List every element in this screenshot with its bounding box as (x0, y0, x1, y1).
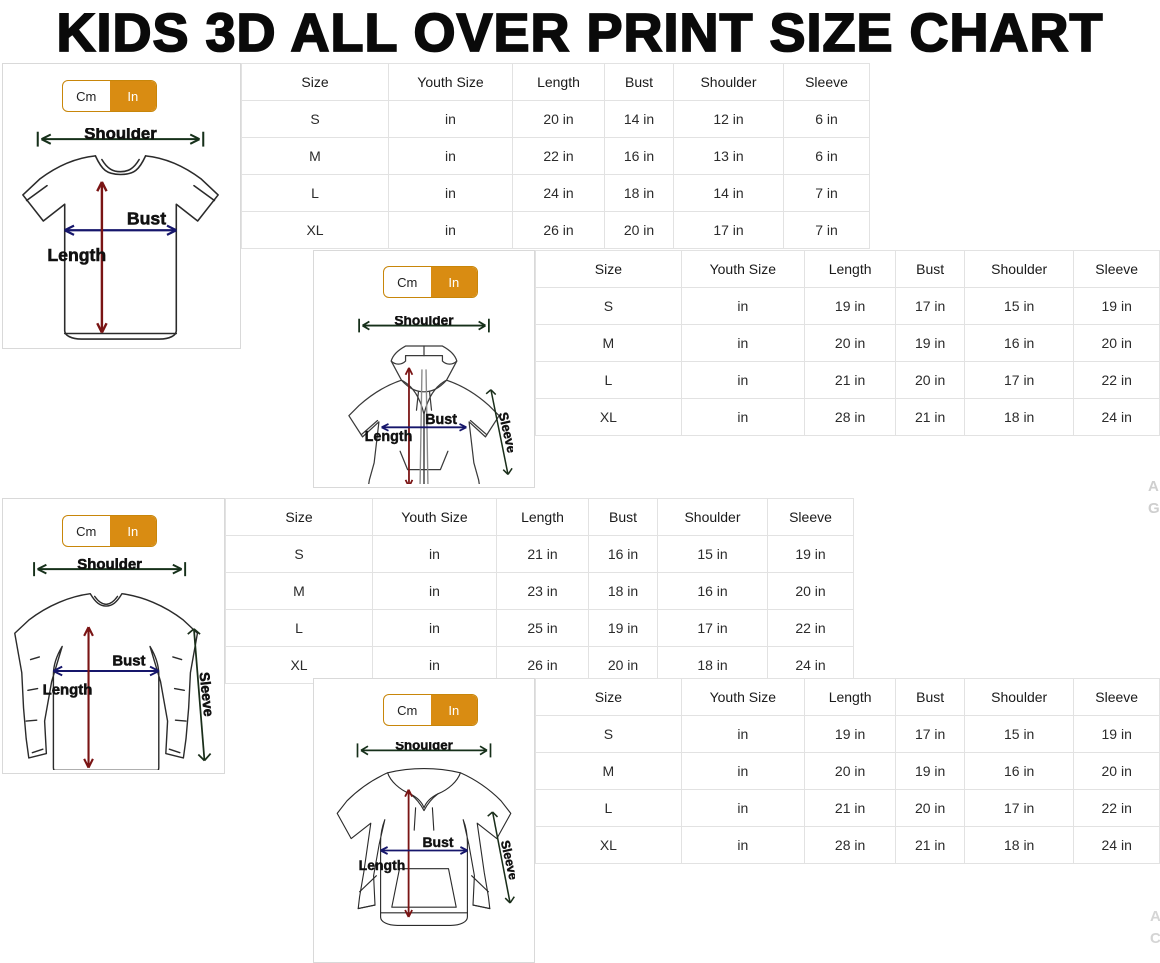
svg-text:Sleeve: Sleeve (197, 671, 215, 717)
svg-text:Length: Length (359, 857, 406, 873)
svg-text:Shoulder: Shoulder (84, 128, 157, 143)
svg-text:Sleeve: Sleeve (498, 839, 515, 881)
svg-text:Bust: Bust (127, 209, 166, 229)
svg-text:Shoulder: Shoulder (77, 558, 142, 573)
svg-text:Length: Length (43, 682, 93, 699)
svg-text:Bust: Bust (425, 412, 457, 428)
svg-text:Length: Length (47, 245, 106, 265)
svg-text:Bust: Bust (422, 834, 453, 850)
svg-text:Shoulder: Shoulder (395, 742, 453, 753)
svg-text:Length: Length (365, 429, 413, 445)
svg-text:Bust: Bust (112, 653, 145, 670)
svg-text:Sleeve: Sleeve (496, 411, 513, 454)
svg-text:Shoulder: Shoulder (394, 316, 454, 328)
